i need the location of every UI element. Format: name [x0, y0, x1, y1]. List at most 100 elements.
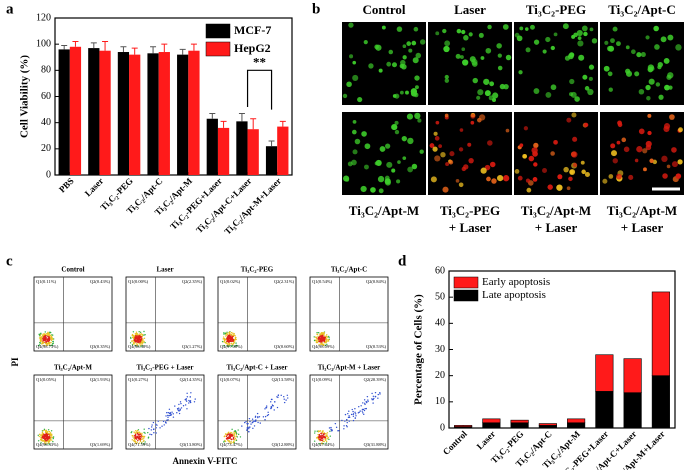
cell — [580, 160, 585, 165]
event — [230, 333, 233, 336]
quadrant-label: Q3(0.53%) — [366, 344, 387, 349]
event — [374, 391, 377, 394]
event — [314, 430, 316, 432]
event — [233, 431, 235, 433]
cell — [460, 55, 464, 59]
bar-segment — [651, 291, 670, 376]
event — [45, 337, 47, 339]
event — [355, 415, 357, 417]
event — [47, 332, 50, 334]
cell — [445, 162, 450, 167]
event — [156, 424, 158, 426]
event — [230, 331, 233, 334]
event — [133, 335, 136, 337]
cell — [591, 38, 598, 44]
event — [319, 334, 321, 336]
event — [262, 416, 265, 418]
cell — [612, 26, 618, 32]
event — [237, 429, 239, 431]
event — [165, 415, 167, 417]
cell — [396, 179, 401, 184]
event — [233, 440, 235, 442]
cell — [374, 44, 379, 50]
event — [348, 420, 350, 422]
cell — [477, 89, 484, 96]
event — [182, 405, 185, 407]
bar — [217, 127, 230, 175]
event — [326, 335, 328, 338]
event — [138, 338, 141, 341]
event — [324, 436, 326, 438]
event — [335, 426, 338, 429]
cell — [435, 31, 440, 36]
cell — [562, 23, 569, 30]
event — [317, 438, 320, 441]
cell — [379, 146, 386, 152]
event — [363, 399, 366, 401]
cell — [566, 117, 572, 123]
cell — [444, 113, 449, 118]
event — [178, 412, 181, 415]
bar — [58, 49, 70, 175]
event — [142, 339, 144, 341]
y-tick-label: 40 — [41, 117, 51, 128]
event — [373, 397, 375, 400]
event — [347, 412, 349, 415]
quadrant-label: Q4(98.73%) — [36, 344, 59, 349]
cell — [459, 128, 464, 132]
cell — [487, 24, 492, 30]
event — [46, 338, 48, 340]
event — [42, 429, 45, 432]
event — [361, 410, 363, 412]
event — [318, 343, 320, 346]
event — [254, 415, 257, 417]
cell — [608, 87, 613, 92]
cell — [571, 112, 577, 118]
event — [317, 335, 319, 338]
cell — [400, 59, 406, 66]
event — [43, 336, 45, 338]
quadrant-label: Q2(2.35%) — [182, 279, 203, 284]
event — [321, 430, 324, 432]
event — [223, 332, 225, 334]
cell — [533, 88, 540, 94]
cell — [458, 147, 464, 152]
cell — [489, 161, 496, 168]
event — [37, 434, 39, 436]
x-tick-label: Ti₃C₂/Apt-C+Laser — [194, 176, 253, 235]
event — [229, 343, 231, 345]
event — [313, 339, 316, 342]
event — [234, 337, 237, 339]
cell — [496, 43, 502, 49]
cell — [588, 64, 595, 70]
event — [324, 344, 327, 347]
x-tick-label: Ti₃C₂/Apt-M+Laser — [222, 176, 283, 237]
event — [171, 411, 173, 413]
event — [239, 436, 242, 438]
cell — [497, 53, 502, 58]
plot-title: Ti₃C₂-PEG — [241, 266, 274, 274]
cell — [577, 40, 584, 47]
cell — [462, 59, 469, 66]
event — [178, 407, 180, 409]
event — [363, 413, 365, 416]
event — [231, 338, 233, 340]
event — [227, 337, 229, 340]
cell — [675, 173, 682, 179]
quadrant-label: Q1(0.27%) — [128, 377, 149, 382]
y-tick-label: 40 — [435, 318, 445, 329]
event — [234, 345, 236, 348]
event — [143, 334, 145, 336]
event — [138, 442, 141, 444]
event — [133, 342, 135, 344]
cell — [545, 36, 551, 43]
event — [232, 340, 234, 342]
cell — [631, 49, 636, 55]
event — [142, 438, 144, 440]
cell — [407, 166, 414, 173]
cell — [368, 63, 374, 69]
bar-segment — [651, 375, 670, 429]
event — [362, 402, 364, 404]
cell — [530, 24, 535, 30]
